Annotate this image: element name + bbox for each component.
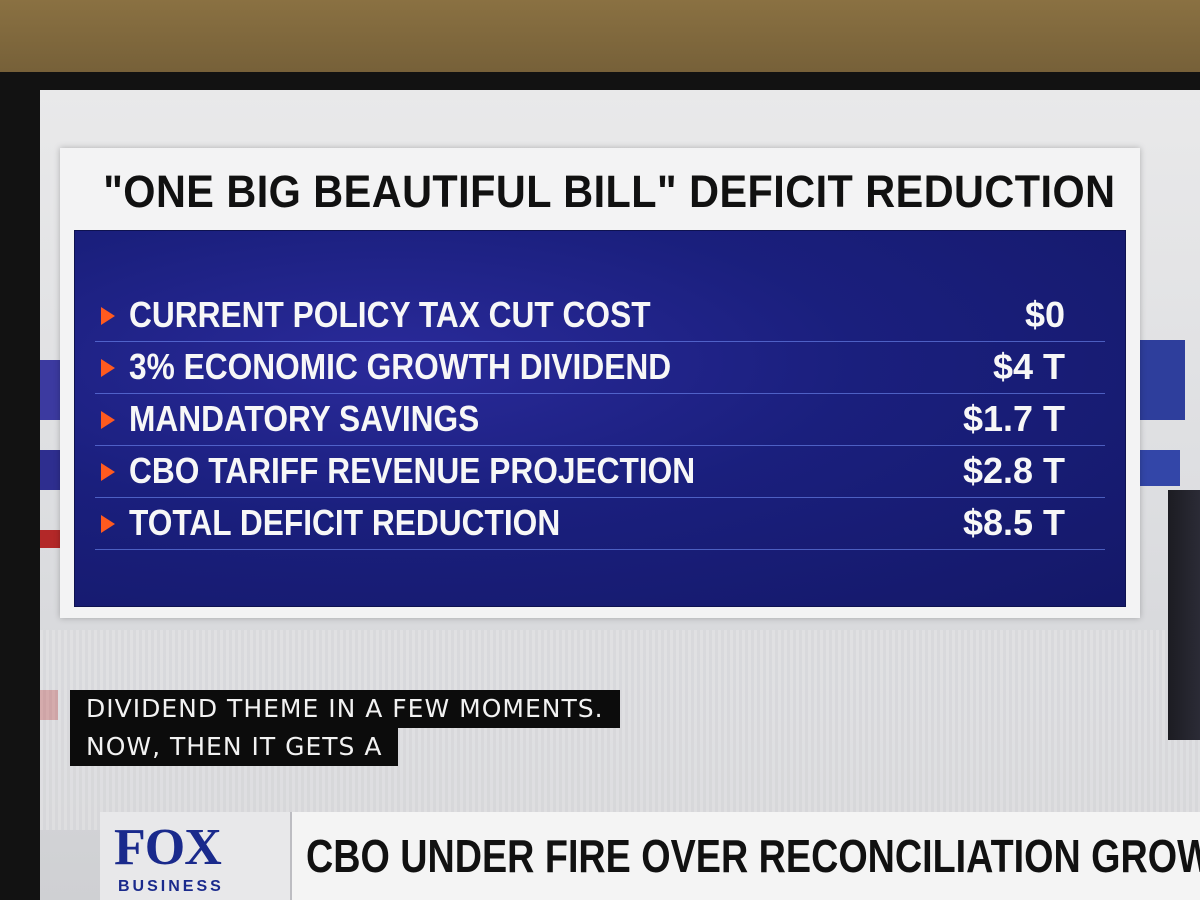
row-label: TOTAL DEFICIT REDUCTION <box>129 502 561 543</box>
closed-caption-line: DIVIDEND THEME IN A FEW MOMENTS. <box>70 690 620 728</box>
graphic-row: TOTAL DEFICIT REDUCTION $8.5 T <box>95 497 1105 550</box>
ticker-headline: CBO UNDER FIRE OVER RECONCILIATION GROWT… <box>306 830 1200 882</box>
anchor-silhouette <box>1168 490 1200 740</box>
graphic-title: "ONE BIG BEAUTIFUL BILL" DEFICIT REDUCTI… <box>103 166 1116 217</box>
graphic-row: MANDATORY SAVINGS $1.7 T <box>95 393 1105 446</box>
triangle-bullet-icon <box>101 515 115 533</box>
network-logo: FOX BUSINESS <box>100 812 292 900</box>
logo-wordmark: FOX <box>114 819 222 876</box>
logo-subtitle: BUSINESS <box>118 878 224 895</box>
triangle-bullet-icon <box>101 359 115 377</box>
row-value: $4 T <box>992 346 1065 387</box>
deficit-graphic: "ONE BIG BEAUTIFUL BILL" DEFICIT REDUCTI… <box>60 148 1140 618</box>
triangle-bullet-icon <box>101 463 115 481</box>
graphic-row: CURRENT POLICY TAX CUT COST $0 <box>95 289 1105 342</box>
graphic-row: 3% ECONOMIC GROWTH DIVIDEND $4 T <box>95 341 1105 394</box>
triangle-bullet-icon <box>101 307 115 325</box>
row-value: $8.5 T <box>962 502 1065 543</box>
row-label: CURRENT POLICY TAX CUT COST <box>129 294 651 335</box>
row-label: 3% ECONOMIC GROWTH DIVIDEND <box>129 346 672 387</box>
row-value: $1.7 T <box>962 398 1065 439</box>
graphic-board: CURRENT POLICY TAX CUT COST $0 3% ECONOM… <box>74 230 1126 607</box>
closed-caption-line: NOW, THEN IT GETS A <box>70 728 399 766</box>
tv-screen: "ONE BIG BEAUTIFUL BILL" DEFICIT REDUCTI… <box>40 90 1200 900</box>
graphic-row: CBO TARIFF REVENUE PROJECTION $2.8 T <box>95 445 1105 498</box>
triangle-bullet-icon <box>101 411 115 429</box>
row-label: CBO TARIFF REVENUE PROJECTION <box>129 450 696 491</box>
row-label: MANDATORY SAVINGS <box>129 398 480 439</box>
row-value: $2.8 T <box>962 450 1065 491</box>
lower-third-ticker: FOX BUSINESS CBO UNDER FIRE OVER RECONCI… <box>100 812 1200 900</box>
row-value: $0 <box>1024 294 1065 335</box>
